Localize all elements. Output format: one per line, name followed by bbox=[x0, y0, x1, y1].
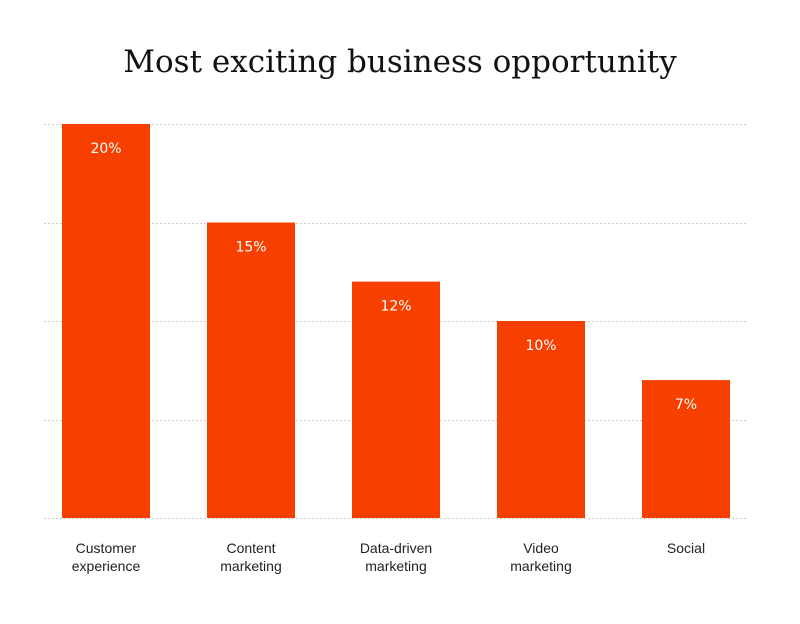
category-label-line: experience bbox=[72, 558, 141, 574]
category-label: Video marketing bbox=[510, 540, 571, 574]
bar-value-label: 10% bbox=[525, 338, 556, 354]
gridlines bbox=[44, 124, 746, 519]
chart-title: Most exciting business opportunity bbox=[123, 44, 677, 80]
category-label: Content marketing bbox=[220, 540, 281, 574]
category-label-line: marketing bbox=[365, 558, 426, 574]
category-label-line: Social bbox=[667, 540, 705, 556]
bar bbox=[642, 380, 730, 518]
category-label-line: Video bbox=[523, 540, 559, 556]
category-label-line: Data-driven bbox=[360, 540, 432, 556]
bar bbox=[207, 222, 295, 518]
category-label-line: marketing bbox=[510, 558, 571, 574]
category-label-line: marketing bbox=[220, 558, 281, 574]
bar-value-label: 20% bbox=[90, 141, 121, 157]
category-label: Customer experience bbox=[72, 540, 141, 574]
category-label: Data-driven marketing bbox=[360, 540, 432, 574]
bar bbox=[352, 281, 440, 518]
category-label-line: Customer bbox=[76, 540, 137, 556]
value-labels: 20% 15% 12% 10% 7% bbox=[90, 141, 697, 413]
bar-value-label: 15% bbox=[235, 240, 266, 256]
bar bbox=[62, 124, 150, 518]
bar bbox=[497, 321, 585, 518]
bars bbox=[62, 124, 730, 518]
bar-value-label: 12% bbox=[380, 299, 411, 315]
category-label-line: Content bbox=[226, 540, 275, 556]
bar-value-label: 7% bbox=[675, 397, 697, 413]
category-label: Social bbox=[667, 540, 705, 556]
